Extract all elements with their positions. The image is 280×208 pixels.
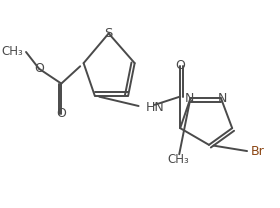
Text: Br: Br [251,145,265,158]
Text: N: N [185,92,194,105]
Text: O: O [34,62,44,75]
Text: CH₃: CH₃ [167,153,189,166]
Text: CH₃: CH₃ [1,46,23,58]
Text: O: O [175,59,185,72]
Text: N: N [217,92,227,105]
Text: HN: HN [146,101,165,114]
Text: S: S [104,27,113,40]
Text: O: O [56,107,66,120]
